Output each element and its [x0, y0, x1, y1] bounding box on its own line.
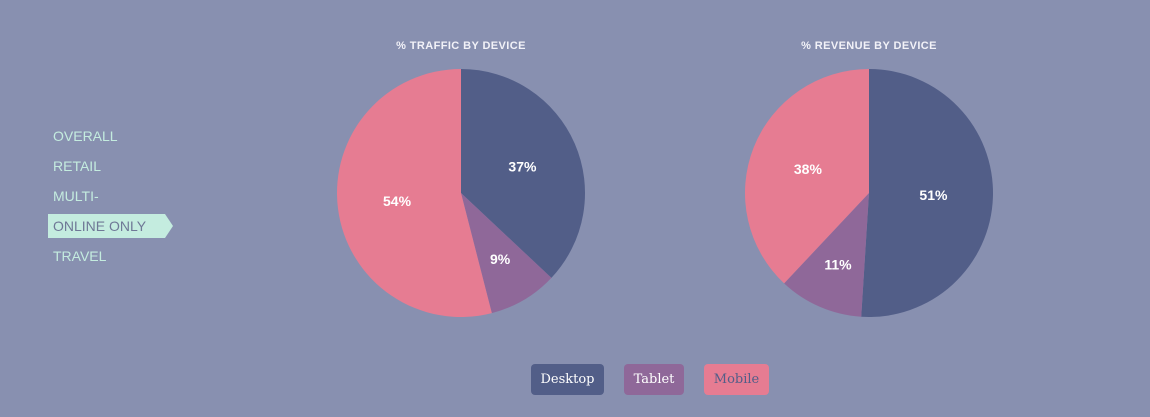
data-label-desktop: 51% [919, 187, 948, 203]
pie-slice-desktop[interactable] [861, 69, 994, 318]
pie-slice-tablet[interactable] [784, 193, 869, 317]
nav-item-online-only[interactable]: ONLINE ONLY [48, 214, 173, 238]
data-label-tablet: 11% [824, 257, 852, 273]
pie-slice-mobile[interactable] [337, 69, 492, 318]
nav-item-travel[interactable]: TRAVEL [53, 248, 107, 264]
segment-nav: OVERALL RETAIL MULTI-CHANNEL ONLINE ONLY… [48, 124, 173, 274]
nav-item-overall[interactable]: OVERALL [53, 128, 118, 144]
traffic-chart-title: % TRAFFIC BY DEVICE [396, 40, 526, 52]
legend-mobile-button[interactable]: Mobile [704, 364, 769, 395]
legend-desktop-button[interactable]: Desktop [531, 364, 604, 395]
pie-slice-mobile[interactable] [744, 68, 869, 284]
revenue-chart-title: % REVENUE BY DEVICE [801, 40, 937, 52]
nav-item-retail[interactable]: RETAIL [53, 158, 101, 174]
data-label-tablet: 9% [490, 251, 511, 267]
pie-slice-desktop[interactable] [461, 69, 585, 278]
legend-tablet-button[interactable]: Tablet [624, 364, 684, 395]
pie-slice-tablet[interactable] [461, 193, 552, 314]
data-label-mobile: 38% [794, 161, 823, 177]
data-label-desktop: 37% [508, 158, 537, 174]
data-label-mobile: 54% [383, 193, 412, 209]
